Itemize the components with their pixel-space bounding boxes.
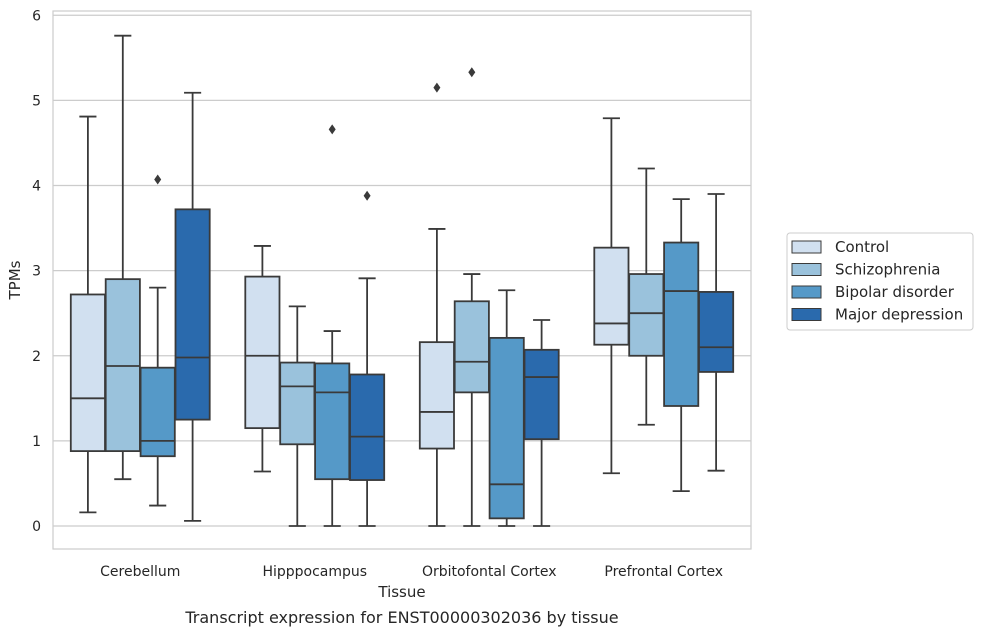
outlier-marker [154, 174, 162, 185]
y-tick-label: 3 [32, 264, 41, 280]
legend-label: Bipolar disorder [835, 283, 955, 301]
outlier-marker [328, 124, 336, 135]
y-tick-label: 1 [32, 434, 41, 450]
box [314, 124, 351, 527]
legend-swatch [791, 285, 822, 299]
x-tick-label: Orbitofontal Cortex [422, 564, 557, 580]
box-iqr [593, 246, 630, 346]
x-tick-label: Prefrontal Cortex [604, 564, 723, 580]
legend-label: Schizophrenia [835, 261, 940, 279]
box-iqr [174, 208, 211, 421]
box [453, 67, 490, 527]
box [663, 198, 700, 493]
x-axis-label: Tissue [377, 583, 425, 601]
box-iqr [488, 336, 525, 520]
box [349, 190, 386, 527]
legend-label: Control [835, 238, 889, 256]
box [244, 245, 281, 473]
box-iqr [69, 293, 106, 453]
x-tick-label: Hipppocampus [262, 564, 367, 580]
box [279, 305, 316, 527]
x-axis-ticks: Cerebellum Hipppocampus Orbitofontal Corte… [100, 564, 723, 580]
legend-label: Major depression [835, 306, 963, 324]
y-axis-ticks: 0 1 2 3 4 5 6 [32, 8, 41, 535]
box-iqr [698, 291, 735, 373]
box [628, 167, 665, 426]
y-tick-label: 4 [32, 179, 41, 195]
legend-frame [786, 232, 974, 331]
box-iqr [349, 373, 386, 481]
box [418, 82, 455, 527]
box [698, 193, 735, 472]
legend-swatch [791, 240, 822, 254]
y-tick-label: 5 [32, 93, 41, 109]
box-iqr [628, 273, 665, 357]
box-iqr [314, 362, 351, 481]
y-tick-label: 6 [32, 8, 41, 24]
box [104, 34, 141, 481]
box-groups [69, 34, 735, 527]
box-iqr [453, 300, 490, 394]
outlier-marker [468, 67, 476, 78]
box [523, 319, 560, 527]
x-tick-label: Cerebellum [100, 564, 180, 580]
legend: Control Schizophrenia Bipolar disorder Majo… [786, 232, 974, 331]
chart-caption: Transcript expression for ENST0000030203… [184, 608, 618, 627]
y-axis-label: TPMs [6, 260, 24, 300]
box-iqr [139, 366, 176, 458]
y-tick-label: 2 [32, 349, 41, 365]
box [139, 174, 176, 507]
box [174, 91, 211, 522]
plot-area-frame [52, 10, 752, 550]
box-iqr [663, 241, 700, 407]
box-iqr [523, 348, 560, 441]
box-iqr [279, 361, 316, 446]
outlier-marker [363, 190, 371, 201]
legend-swatch [791, 308, 822, 321]
box-iqr [244, 275, 281, 430]
box [69, 115, 106, 514]
outlier-marker [433, 82, 441, 93]
box-iqr [418, 341, 455, 450]
box [593, 117, 630, 475]
box [488, 289, 525, 527]
legend-swatch [791, 263, 822, 276]
y-tick-label: 0 [32, 519, 41, 535]
